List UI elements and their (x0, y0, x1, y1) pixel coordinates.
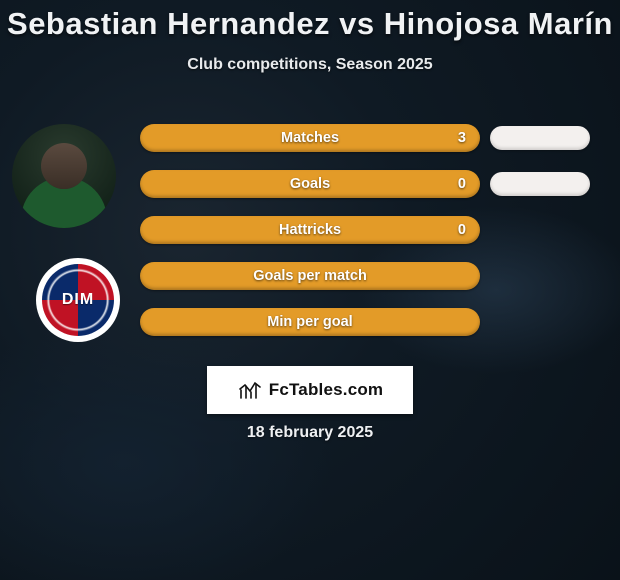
comparison-title: Sebastian Hernandez vs Hinojosa Marín (0, 0, 620, 42)
club-badge-initials: DIM (42, 264, 114, 336)
club-badge-icon: DIM (42, 264, 114, 336)
fctables-text: FcTables.com (269, 380, 384, 400)
stat-label: Min per goal (267, 314, 352, 330)
stat-pill (490, 172, 590, 196)
club-avatar: DIM (36, 258, 120, 342)
stat-bar: Hattricks 0 (140, 216, 480, 244)
stat-label: Goals per match (253, 268, 367, 284)
stat-bar: Min per goal (140, 308, 480, 336)
stat-pill (490, 126, 590, 150)
fctables-logo: FcTables.com (207, 366, 413, 414)
avatar-column: DIM (8, 124, 128, 342)
stat-bar: Goals 0 (140, 170, 480, 198)
player-avatar (12, 124, 116, 228)
stat-bar: Matches 3 (140, 124, 480, 152)
stat-label: Matches (281, 130, 339, 146)
stat-bars: Matches 3 Goals 0 Hattricks 0 Goals per match M… (140, 124, 480, 354)
stat-label: Goals (290, 176, 330, 192)
stat-bar: Goals per match (140, 262, 480, 290)
comparison-date: 18 february 2025 (0, 424, 620, 442)
stat-value: 0 (458, 176, 466, 192)
stat-label: Hattricks (279, 222, 341, 238)
stat-pills (490, 124, 600, 354)
comparison-subtitle: Club competitions, Season 2025 (0, 56, 620, 74)
fctables-icon (237, 380, 263, 400)
stat-value: 3 (458, 130, 466, 146)
stat-value: 0 (458, 222, 466, 238)
